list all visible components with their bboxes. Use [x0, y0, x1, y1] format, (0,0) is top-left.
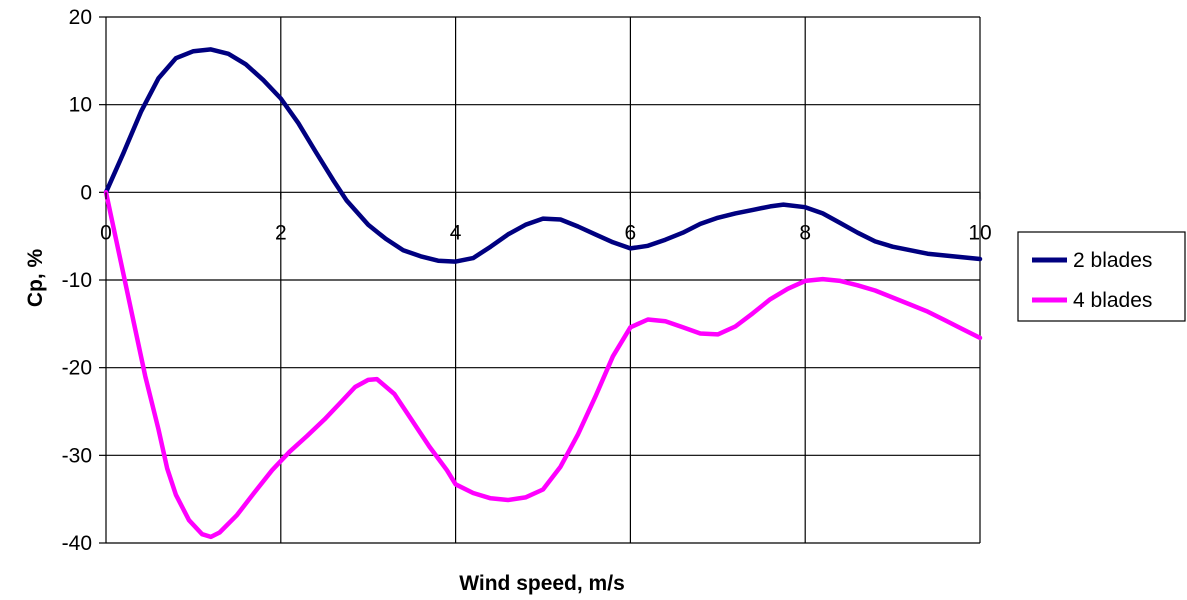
x-tick-label: 8 — [799, 221, 811, 244]
y-tick-label: 20 — [69, 6, 92, 29]
legend: 2 blades 4 blades — [1017, 231, 1186, 322]
y-tick-label: -20 — [62, 357, 92, 380]
x-tick-label: 2 — [275, 221, 287, 244]
y-tick-labels: 20 10 0 -10 -20 -30 -40 — [62, 6, 106, 555]
y-tick-label: -40 — [62, 532, 92, 555]
legend-box — [1017, 231, 1186, 322]
x-tick-label: 0 — [100, 221, 112, 244]
x-tick-labels: 0 2 4 6 8 10 — [100, 192, 992, 244]
series-line-4-blades — [103, 190, 983, 540]
y-tick-label: -10 — [62, 269, 92, 292]
x-tick-label: 10 — [968, 221, 991, 244]
legend-label-2-blades: 2 blades — [1073, 249, 1152, 272]
series-lines — [103, 47, 983, 540]
legend-label-4-blades: 4 blades — [1073, 289, 1152, 312]
y-tick-label: 0 — [80, 181, 92, 204]
x-axis-title: Wind speed, m/s — [459, 572, 625, 595]
y-axis-title: Cp, % — [24, 249, 47, 308]
y-tick-label: -30 — [62, 444, 92, 467]
x-tick-label: 6 — [625, 221, 637, 244]
grid — [105, 16, 981, 544]
x-tick-label: 4 — [450, 221, 462, 244]
y-tick-label: 10 — [69, 94, 92, 117]
series-line-2-blades — [103, 47, 983, 264]
